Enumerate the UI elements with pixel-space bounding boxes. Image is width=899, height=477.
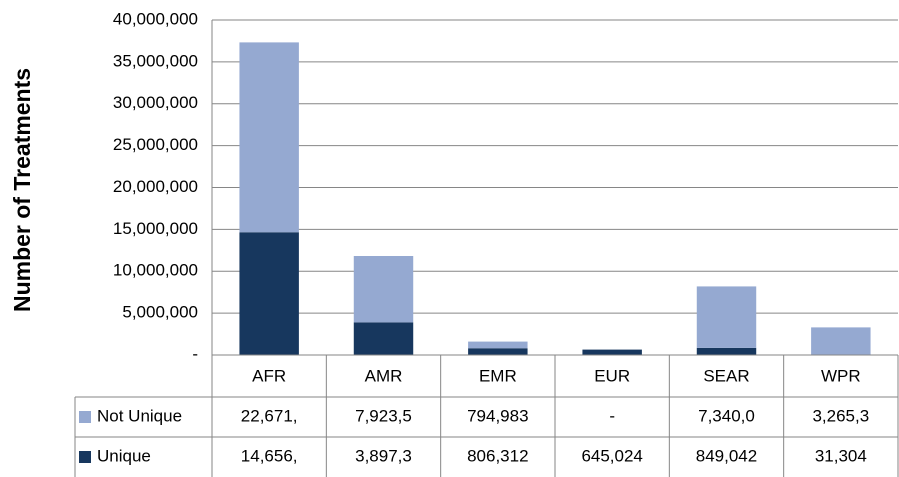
data-label: 22,671, bbox=[241, 406, 298, 425]
data-label: - bbox=[609, 406, 615, 425]
legend-label: Not Unique bbox=[97, 406, 182, 425]
y-tick-label: 40,000,000 bbox=[113, 9, 198, 28]
data-label: 806,312 bbox=[467, 446, 528, 465]
y-axis-label: Number of Treatments bbox=[9, 68, 35, 312]
data-label: 31,304 bbox=[815, 446, 867, 465]
y-tick-label: 15,000,000 bbox=[113, 219, 198, 238]
legend-swatch bbox=[79, 451, 91, 463]
bar-segment bbox=[353, 256, 414, 323]
y-tick-label: 20,000,000 bbox=[113, 177, 198, 196]
data-label: 7,923,5 bbox=[355, 406, 412, 425]
data-label: 7,340,0 bbox=[698, 406, 755, 425]
y-tick-label: 35,000,000 bbox=[113, 51, 198, 70]
y-tick-label: 5,000,000 bbox=[122, 303, 198, 322]
x-tick-label: SEAR bbox=[703, 366, 749, 385]
data-label: 3,897,3 bbox=[355, 446, 412, 465]
data-label: 645,024 bbox=[581, 446, 642, 465]
x-tick-label: EMR bbox=[479, 366, 517, 385]
y-tick-label: - bbox=[192, 344, 198, 363]
bar-segment bbox=[696, 347, 757, 355]
bar-segment bbox=[811, 327, 871, 355]
bar-segment bbox=[468, 348, 528, 355]
bar-segment bbox=[582, 349, 642, 355]
data-label: 3,265,3 bbox=[812, 406, 869, 425]
legend-swatch bbox=[79, 411, 91, 423]
data-label: 14,656, bbox=[241, 446, 298, 465]
y-tick-label: 10,000,000 bbox=[113, 261, 198, 280]
x-tick-label: WPR bbox=[821, 366, 861, 385]
legend-label: Unique bbox=[97, 446, 151, 465]
bar-segment bbox=[239, 232, 299, 355]
bar-segment bbox=[468, 341, 528, 349]
bar-segment bbox=[239, 42, 299, 233]
x-tick-label: EUR bbox=[594, 366, 630, 385]
data-label: 849,042 bbox=[696, 446, 757, 465]
data-label: 794,983 bbox=[467, 406, 528, 425]
bar-segment bbox=[353, 322, 414, 355]
x-tick-label: AMR bbox=[365, 366, 403, 385]
y-tick-label: 25,000,000 bbox=[113, 135, 198, 154]
bar-segment bbox=[696, 286, 757, 348]
x-tick-label: AFR bbox=[252, 366, 286, 385]
y-tick-label: 30,000,000 bbox=[113, 93, 198, 112]
